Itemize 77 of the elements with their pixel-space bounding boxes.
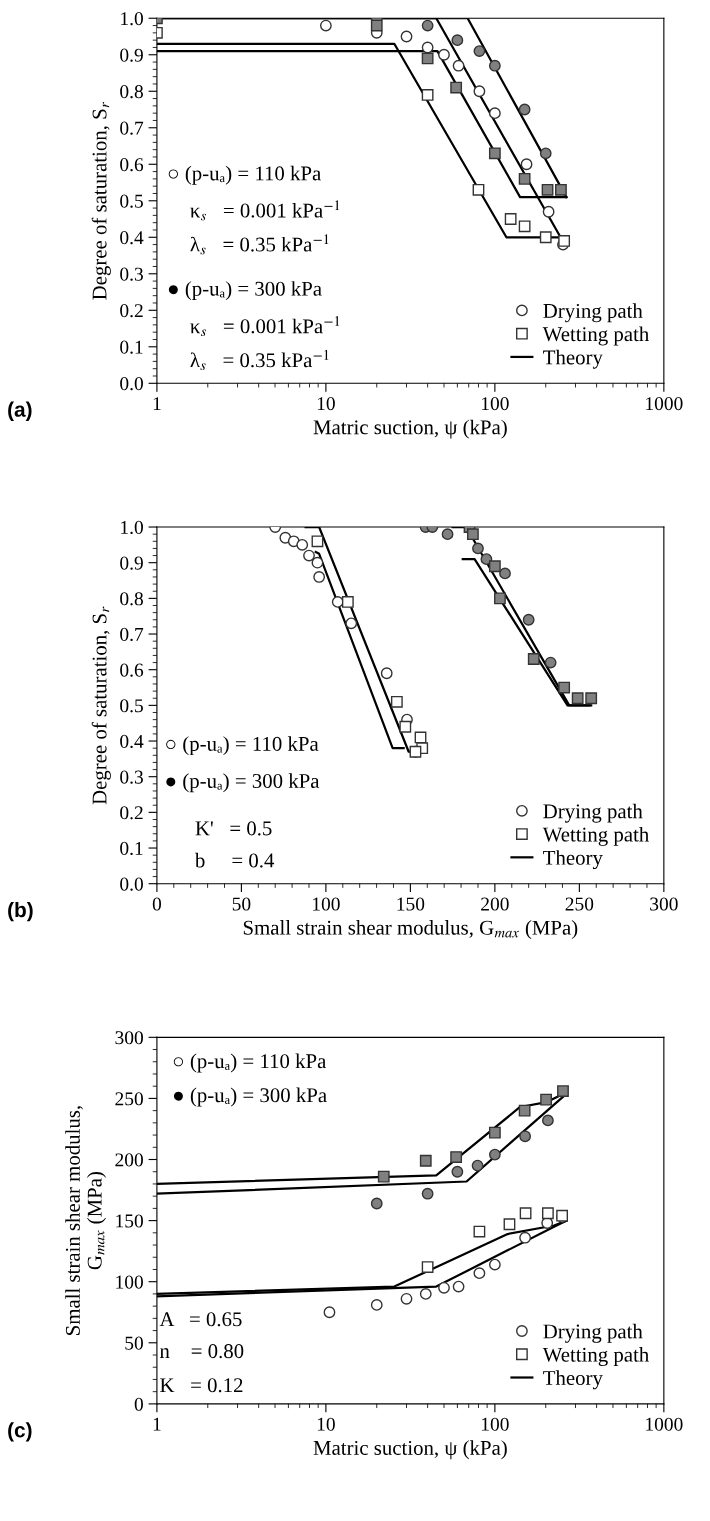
y-tick-label: 0.9 [120,48,143,62]
x-tick-label: 0 [152,897,162,911]
text: λ$_{s}$ = 0.35 kPa$^{−1}$ [190,234,329,255]
annotation: n = 0.80 [159,1344,244,1359]
y-axis-title: Degree of saturation, S$_{r}$ [91,606,111,805]
y-tick-label: 0.2 [120,304,143,318]
y-axis-title: Degree of saturation, S$_{r}$ [91,101,111,300]
y-tick-label: 150 [116,1214,143,1228]
y-tick-label: 0 [134,1397,143,1411]
y-axis-title: Small strain shear modulus, G$_{max}$ (MPa) [65,1106,106,1335]
y-tick-label: 1.0 [121,520,143,535]
x-tick-label: 300 [650,897,678,911]
annotation: K' = 0.5 [195,821,272,836]
x-tick-label: 150 [397,897,425,911]
annotation: ● (p-uₐ) = 300 kPa [166,773,320,793]
legend-label: Wetting path [542,326,649,346]
legend-label: Drying path [543,803,643,823]
text: (c) [8,1422,32,1442]
text: κ$_{s}$ = 0.001 kPa$^{−1}$ [190,200,340,221]
legend-label: Theory [543,349,603,369]
text: λ$_{s}$ = 0.35 kPa$^{−1}$ [190,349,329,371]
y-tick-label: 0.0 [120,877,143,891]
y-tick-label: 0.1 [120,340,143,354]
x-tick-label: 100 [482,397,509,411]
y-tick-label: 300 [115,1031,143,1045]
x-tick-label: 10 [317,1417,335,1431]
text: κ$_{s}$ = 0.001 kPa$^{−1}$ [190,315,340,337]
legend-label: Drying path [543,303,643,323]
text: (b) [8,901,33,922]
annotation: b = 0.4 [194,852,275,868]
legend-label: Drying path [543,1323,643,1343]
y-tick-label: 250 [115,1092,143,1106]
y-tick-label: 0.3 [120,770,143,784]
y-tick-label: 0.6 [120,663,144,677]
x-tick-label: 1 [153,397,161,410]
legend-label: Theory [543,1370,603,1390]
y-tick-label: 0.9 [120,556,143,570]
x-tick-label: 1000 [646,397,683,411]
x-tick-label: 1 [153,1417,161,1431]
text: (a) [8,401,32,421]
y-tick-label: 0.2 [120,806,143,820]
annotation: ● (p-uₐ) = 300 kPa [168,281,322,301]
x-tick-label: 100 [313,897,340,911]
y-tick-label: 1.0 [121,12,143,26]
y-tick-label: 0.1 [120,841,143,856]
legend-label: Wetting path [542,1347,649,1367]
y-tick-label: 0.4 [120,734,144,749]
y-tick-label: 0.4 [120,231,144,245]
y-tick-label: 200 [115,1153,143,1167]
y-tick-label: 0.7 [120,627,144,642]
legend-label: Theory [543,850,603,870]
y-tick-label: 0.7 [120,121,144,135]
x-tick-label: 200 [481,897,509,911]
x-tick-label: 250 [565,897,594,911]
annotation: ○ (p-uₐ) = 110 kPa [173,1053,327,1073]
x-tick-label: 1000 [646,1417,683,1431]
y-tick-label: 0.5 [120,699,143,713]
annotation: ○ (p-uₐ) = 110 kPa [166,736,319,756]
x-tick-label: 100 [482,1417,509,1431]
y-tick-label: 0.5 [120,194,143,208]
x-axis-title: Matric suction, ψ (kPa) [313,1440,507,1460]
annotation: ● (p-uₐ) = 300 kPa [173,1087,327,1107]
x-tick-label: 10 [317,397,335,411]
y-tick-label: 100 [116,1275,143,1289]
annotation: K = 0.12 [160,1378,243,1393]
annotation: A = 0.65 [159,1312,242,1327]
annotation: ○ (p-uₐ) = 110 kPa [168,165,321,185]
y-tick-label: 0.6 [120,158,144,172]
legend-label: Wetting path [542,826,649,846]
x-axis-title: Small strain shear modulus, G$_{max}$ (MPa) [243,920,578,939]
x-tick-label: 50 [232,897,251,911]
x-axis-title: Matric suction, ψ (kPa) [313,419,507,439]
y-tick-label: 0.0 [120,377,143,391]
y-tick-label: 0.3 [120,267,143,281]
y-tick-label: 0.8 [120,592,143,606]
y-tick-label: 0.8 [120,85,143,99]
y-tick-label: 50 [125,1336,143,1350]
